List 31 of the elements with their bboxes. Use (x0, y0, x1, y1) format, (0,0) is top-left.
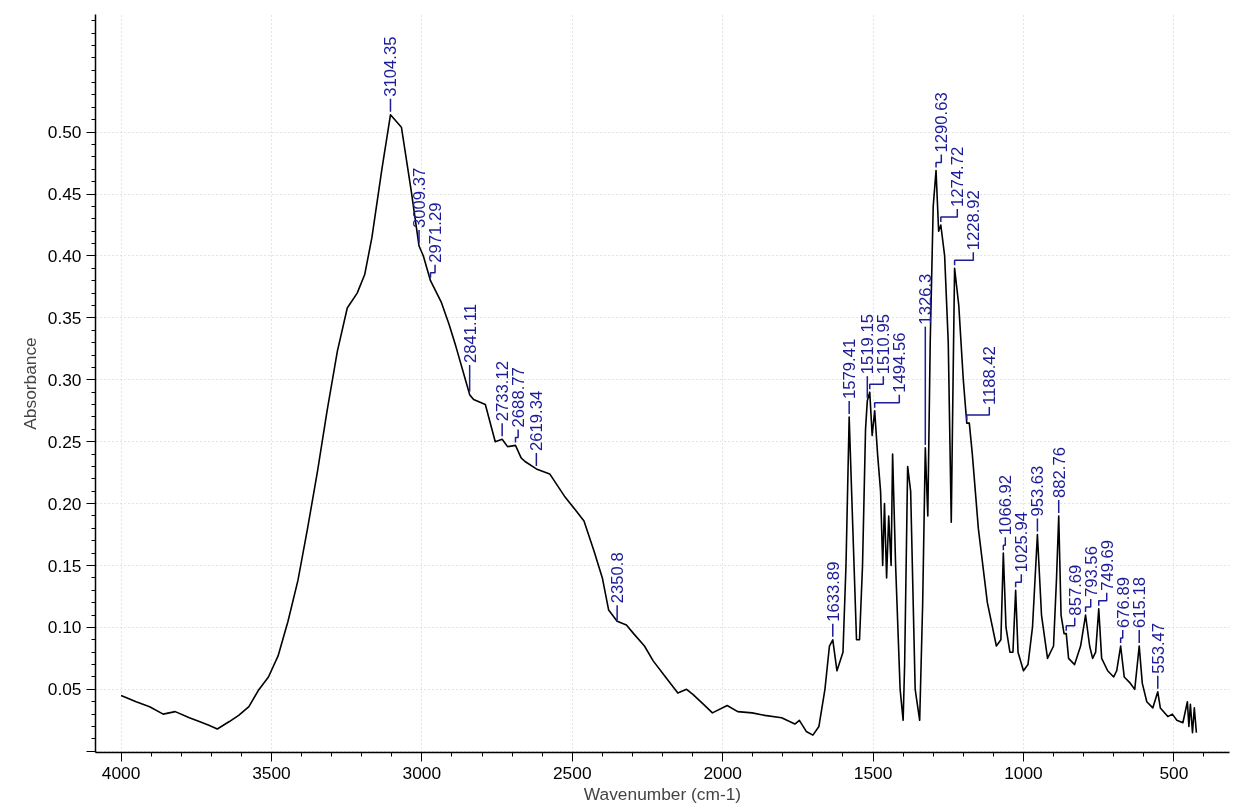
y-tick-label: 0.40 (47, 245, 82, 266)
annotation: 2350.8 (608, 552, 628, 604)
y-axis-title: Absorbance (19, 337, 40, 430)
y-tick-label: 0.30 (47, 369, 82, 390)
annotation: 2841.11 (460, 304, 480, 364)
x-tick-label: 3000 (402, 762, 442, 783)
x-tick-label: 500 (1159, 762, 1189, 783)
x-tick-label: 1000 (1004, 762, 1043, 783)
x-tick-label: 1500 (853, 762, 893, 783)
y-tick-label: 0.10 (47, 617, 82, 638)
annotation: 1326.3 (916, 273, 936, 325)
y-tick-label: 0.25 (47, 431, 82, 452)
annotation: 615.18 (1130, 577, 1150, 629)
x-axis-title: Wavenumber (cm-1) (583, 783, 742, 804)
y-tick-label: 0.50 (47, 122, 82, 143)
x-tick-label: 2500 (552, 762, 592, 783)
x-tick-label: 2000 (703, 762, 742, 783)
y-tick-label: 0.05 (47, 679, 82, 700)
x-tick-label: 4000 (101, 762, 141, 783)
x-tick-label: 3500 (252, 762, 291, 783)
y-tick-label: 0.35 (47, 307, 82, 328)
annotation: 2619.34 (527, 390, 547, 451)
y-tick-label: 0.15 (47, 555, 82, 576)
annotation: 1633.89 (823, 561, 843, 622)
annotation: 1579.41 (840, 338, 860, 399)
annotation: 553.47 (1148, 622, 1168, 674)
y-tick-label: 0.45 (47, 184, 82, 205)
y-tick-label: 0.20 (47, 493, 82, 514)
annotation: 882.76 (1049, 447, 1069, 498)
annotation: 3104.35 (381, 36, 401, 97)
annotation: 1188.42 (980, 346, 1000, 406)
